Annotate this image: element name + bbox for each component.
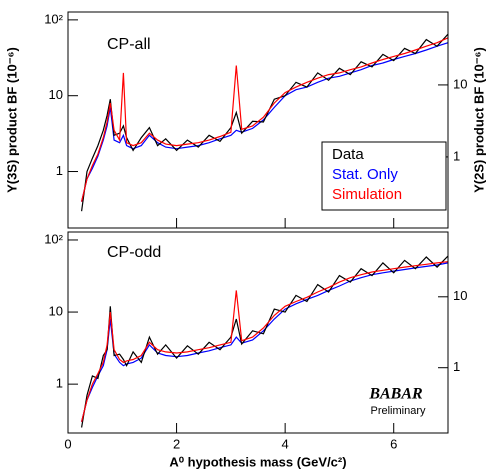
x-axis-label: A⁰ hypothesis mass (GeV/c²) (169, 454, 346, 469)
legend-entry: Stat. Only (332, 166, 398, 183)
y2-tick-label: 1 (453, 148, 460, 163)
data-line (81, 261, 448, 422)
x-tick-label: 6 (390, 436, 397, 451)
legend-entry: Simulation (332, 186, 402, 203)
legend-box (321, 141, 447, 211)
y-tick-label: 1 (56, 163, 63, 178)
y-tick-label: 10 (49, 303, 63, 318)
y-axis-label: Υ(3S) product BF (10⁻⁶) (4, 47, 19, 193)
data-line (81, 42, 448, 202)
plot-frame (67, 11, 449, 229)
y2-tick-label: 10 (453, 76, 467, 91)
y-tick-label: 10 (49, 87, 63, 102)
experiment-label: BABAR (368, 386, 423, 403)
preliminary-label: Preliminary (370, 405, 426, 417)
y-tick-label: 10² (44, 231, 63, 246)
x-tick-label: 0 (64, 436, 71, 451)
y2-tick-label: 10 (453, 288, 467, 303)
x-tick-label: 2 (173, 436, 180, 451)
legend-entry: Data (332, 146, 364, 163)
plot-frame (67, 231, 449, 434)
y-tick-label: 10² (44, 11, 63, 26)
panel-label: CP-all (107, 36, 151, 53)
y2-axis-label: Υ(2S) product BF (10⁻⁶) (471, 47, 486, 193)
data-line (81, 37, 448, 202)
panel-label: CP-odd (107, 244, 161, 261)
y-tick-label: 1 (56, 376, 63, 391)
x-tick-label: 4 (282, 436, 289, 451)
y2-tick-label: 1 (453, 359, 460, 374)
